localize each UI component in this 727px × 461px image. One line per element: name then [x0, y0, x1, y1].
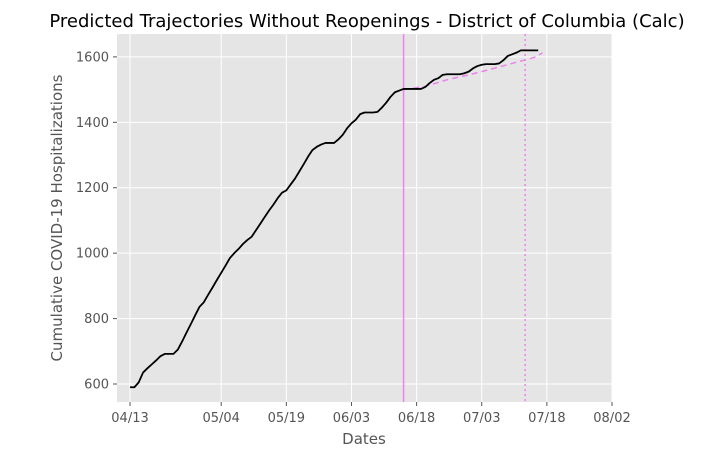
y-axis-label: Cumulative COVID-19 Hospitalizations — [48, 74, 66, 361]
x-axis-ticks: 04/13 05/04 05/19 06/03 06/18 07/03 07/18 08/02 — [111, 402, 631, 426]
x-tick-label: 07/03 — [463, 411, 500, 426]
actual-series-line — [130, 49, 539, 389]
y-tick-label: 600 — [84, 378, 109, 393]
x-tick-label: 04/13 — [111, 411, 148, 426]
x-tick-label: 05/04 — [202, 411, 239, 426]
y-tick-label: 800 — [84, 312, 109, 327]
y-axis-ticks: 600 800 1000 1200 1400 1600 — [76, 50, 117, 393]
x-tick-label: 07/18 — [528, 411, 565, 426]
predicted-series-line — [403, 52, 543, 91]
series-lines — [130, 49, 543, 389]
y-tick-label: 1000 — [76, 247, 109, 262]
plot-area — [117, 34, 612, 402]
grid-lines — [117, 34, 613, 402]
y-tick-label: 1400 — [76, 116, 109, 131]
chart-title: Predicted Trajectories Without Reopening… — [49, 11, 684, 32]
x-tick-label: 06/03 — [333, 411, 370, 426]
x-tick-label: 08/02 — [593, 411, 630, 426]
vertical-markers — [402, 34, 526, 402]
y-tick-label: 1600 — [76, 50, 109, 65]
y-tick-label: 1200 — [76, 181, 109, 196]
x-tick-label: 05/19 — [268, 411, 305, 426]
x-tick-label: 06/18 — [398, 411, 435, 426]
x-axis-label: Dates — [342, 430, 386, 448]
